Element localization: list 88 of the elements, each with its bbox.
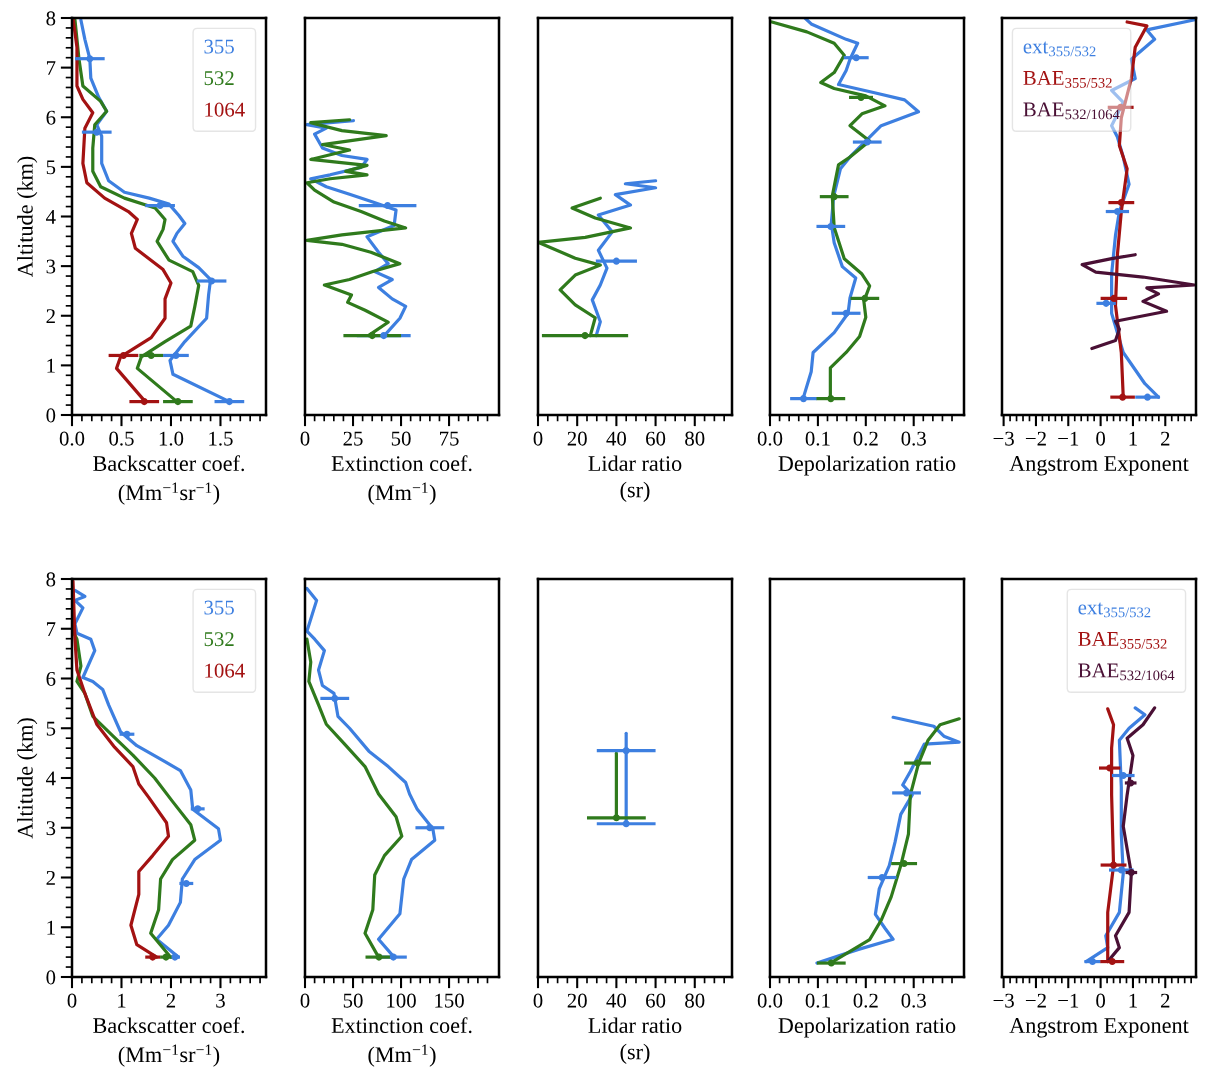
y-tick-label: 1 [47, 920, 55, 935]
x-tick-label: 0.1 [805, 993, 830, 1008]
text: BAE$_{355/532}$ [1078, 631, 1167, 649]
y-tick-label: 5 [46, 160, 56, 175]
x-tick-label: 50 [343, 993, 363, 1008]
x-tick-label: −3 [993, 993, 1014, 1008]
x-axis-title: Lidar ratio (sr) [588, 1017, 682, 1064]
x-tick-label: 100 [387, 993, 416, 1008]
text: 1064 [205, 663, 245, 678]
y-tick-label: 8 [46, 11, 56, 26]
series-label: BAE$_{532/1064}$ [1078, 663, 1175, 681]
x-tick-label: 60 [646, 993, 666, 1008]
series-label: BAE$_{355/532}$ [1023, 70, 1112, 88]
text: BAE$_{532/1064}$ [1023, 102, 1120, 120]
x-tick-label: 2 [166, 993, 176, 1008]
x-tick-label: 1.0 [159, 431, 184, 446]
y-tick-label: 6 [46, 110, 56, 125]
x-tick-label: 80 [685, 993, 705, 1008]
x-tick-label: 0.0 [757, 993, 783, 1008]
x-tick-label: −2 [1025, 431, 1046, 446]
y-tick-label: 7 [46, 61, 56, 75]
x-axis-title: Backscatter coef. (Mm$^{−1}$sr$^{−1}$) [93, 455, 245, 505]
y-tick-label: 5 [46, 721, 56, 736]
x-tick-label: 20 [567, 993, 587, 1008]
x-tick-label: 1.5 [209, 431, 233, 446]
x-axis-title: Backscatter coef. (Mm$^{−1}$sr$^{−1}$) [93, 1017, 245, 1067]
x-axis-title: Depolarization ratio [778, 1017, 956, 1038]
x-axis-title: Extinction coef. (Mm$^{−1}$) [331, 455, 472, 505]
x-tick-label: 0 [67, 993, 77, 1008]
x-tick-label: 0 [300, 431, 310, 446]
y-tick-label: 8 [46, 572, 56, 587]
x-tick-label: 0.2 [853, 993, 878, 1008]
y-tick-label: 6 [46, 671, 56, 686]
x-tick-label: 0.3 [901, 431, 926, 446]
y-tick-label: 4 [46, 771, 56, 786]
x-axis-title: Angstrom Exponent [1009, 1018, 1189, 1038]
x-tick-label: 50 [391, 431, 411, 446]
x-tick-label: 0.0 [757, 431, 783, 446]
x-tick-label: 2 [1160, 993, 1170, 1008]
text: 355 [204, 39, 234, 54]
y-tick-label: 7 [46, 622, 56, 636]
x-tick-label: 20 [567, 431, 587, 446]
y-tick-label: 4 [46, 210, 56, 224]
x-tick-label: 1 [1129, 993, 1137, 1008]
x-tick-label: 75 [440, 431, 459, 446]
x-tick-label: 0.5 [109, 431, 134, 446]
x-tick-label: 0 [1096, 431, 1106, 446]
x-tick-label: 0 [533, 431, 543, 446]
y-tick-label: 0 [46, 970, 56, 985]
x-axis-title: Lidar ratio (sr) [588, 455, 682, 502]
y-tick-label: 2 [46, 870, 55, 885]
x-tick-label: 1 [1129, 431, 1137, 446]
text: 1064 [205, 102, 245, 117]
x-tick-label: −1 [1058, 993, 1079, 1008]
x-tick-label: 0.3 [901, 993, 926, 1008]
y-tick-label: 0 [46, 408, 56, 423]
x-tick-label: 60 [646, 431, 666, 446]
x-tick-label: −3 [993, 431, 1014, 446]
x-axis-title: Depolarization ratio [778, 455, 956, 476]
x-tick-label: 40 [606, 993, 627, 1008]
x-tick-label: 80 [685, 431, 705, 446]
x-tick-label: 25 [343, 431, 363, 446]
y-tick-label: 1 [47, 358, 55, 373]
x-tick-label: 40 [606, 431, 627, 446]
x-tick-label: 0 [533, 993, 543, 1008]
y-tick-label: 3 [46, 821, 56, 836]
x-axis-title: Extinction coef. (Mm$^{−1}$) [331, 1017, 472, 1067]
text: ext$_{355/532}$ [1078, 602, 1151, 618]
x-tick-label: 0.2 [853, 431, 878, 446]
x-tick-label: 2 [1160, 431, 1170, 446]
x-tick-label: 150 [435, 993, 464, 1008]
text: 355 [204, 600, 234, 615]
x-tick-label: −2 [1025, 993, 1046, 1008]
y-axis-title: Altitude (km) [17, 156, 38, 278]
x-tick-label: 1 [118, 993, 126, 1008]
x-tick-label: 3 [216, 993, 225, 1008]
y-tick-label: 2 [46, 309, 55, 323]
text: 532 [204, 632, 234, 647]
x-tick-label: 0 [1096, 993, 1106, 1008]
x-tick-label: 0.0 [59, 431, 85, 446]
x-axis-title: Angstrom Exponent [1009, 456, 1189, 476]
y-tick-label: 3 [46, 259, 56, 274]
x-tick-label: −1 [1058, 431, 1079, 446]
x-tick-label: 0 [300, 993, 310, 1008]
x-tick-label: 0.1 [805, 431, 830, 446]
y-axis-title: Altitude (km) [17, 718, 38, 839]
text: 532 [204, 71, 234, 86]
series-label: ext$_{355/532}$ [1023, 41, 1096, 57]
